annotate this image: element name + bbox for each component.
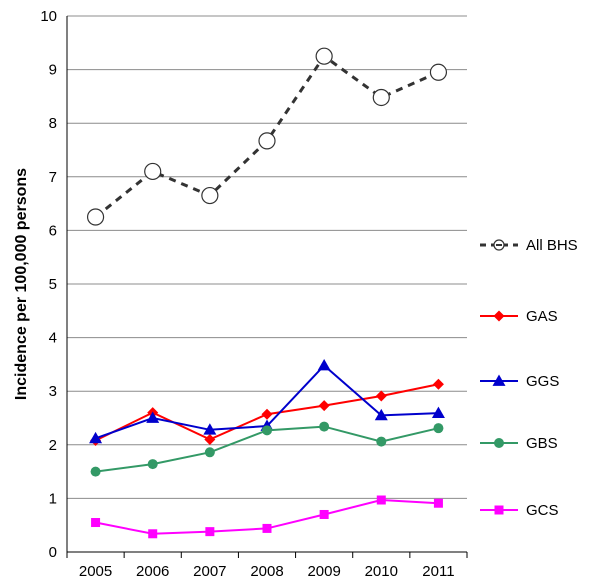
legend-item-gcs: GCS [480, 502, 559, 519]
data-point-ggs [431, 406, 445, 419]
data-point-gcs [433, 498, 443, 508]
legend-label: GGS [526, 373, 559, 390]
y-axis-title: Incidence per 100,000 persons [13, 168, 30, 400]
data-point-gbs [433, 423, 444, 434]
legend-label: GCS [526, 502, 559, 519]
data-point-gbs [376, 436, 387, 447]
series-gas [90, 378, 444, 447]
data-series [86, 47, 448, 539]
series-gbs [90, 421, 444, 477]
data-point-gcs [205, 527, 215, 537]
data-point-gas [375, 390, 387, 402]
data-point-all-bhs [144, 162, 162, 181]
legend-swatch-marker [494, 505, 504, 515]
x-tick-label: 2008 [250, 563, 283, 579]
data-point-gbs [147, 459, 158, 470]
x-tick-label: 2006 [136, 563, 169, 579]
x-tick-label: 2010 [365, 563, 398, 579]
legend-swatch-marker [494, 438, 504, 448]
axes: 0 1 2 3 4 5 6 7 8 9 10 2005 2006 2007 2008 2009 2010 2011 [40, 8, 468, 579]
y-tick-label: 8 [49, 115, 57, 132]
data-point-gbs [319, 421, 330, 432]
data-point-all-bhs [372, 88, 390, 107]
data-point-ggs [89, 431, 103, 444]
data-point-gcs [148, 529, 158, 539]
legend-swatch-marker [492, 374, 506, 386]
legend-item-all-bhs: All BHS [480, 237, 578, 254]
data-point-gbs [262, 425, 272, 436]
y-tick-label: 2 [49, 437, 57, 454]
legend-swatch-marker [493, 310, 505, 322]
y-tick-label: 7 [49, 169, 57, 186]
data-point-all-bhs [258, 132, 276, 150]
data-point-gas [261, 408, 273, 420]
data-point-gas [432, 378, 444, 390]
x-tick-label: 2009 [307, 563, 340, 579]
legend-item-gas: GAS [480, 308, 558, 325]
y-tick-label: 10 [40, 8, 57, 25]
data-point-all-bhs [315, 47, 333, 65]
data-point-ggs [374, 408, 388, 421]
data-point-ggs [203, 423, 217, 435]
y-tick-label: 1 [49, 490, 57, 507]
legend: All BHS GAS GGS GBS GCS [480, 237, 578, 519]
y-tick-label: 5 [49, 276, 57, 293]
gridlines [67, 15, 467, 499]
legend-item-ggs: GGS [480, 373, 559, 390]
y-tick-label: 4 [49, 330, 57, 347]
x-tick-label: 2005 [79, 563, 112, 579]
series-gcs [91, 495, 443, 539]
y-tick-label: 3 [49, 383, 57, 400]
legend-label: GBS [526, 435, 558, 452]
data-point-gcs [262, 523, 272, 533]
y-tick-label: 0 [49, 544, 57, 561]
x-tick-label: 2007 [193, 563, 226, 579]
data-point-gas [318, 400, 330, 412]
data-point-ggs [146, 411, 160, 423]
data-point-gcs [376, 495, 386, 505]
y-tick-label: 9 [49, 62, 57, 79]
data-point-gcs [319, 509, 329, 519]
data-point-gbs [90, 466, 101, 477]
data-point-all-bhs [86, 208, 105, 226]
series-all-bhs [86, 47, 448, 226]
data-point-gcs [91, 518, 101, 528]
x-tick-label: 2011 [422, 563, 454, 579]
legend-label: All BHS [526, 237, 578, 254]
data-point-all-bhs [429, 63, 448, 81]
legend-label: GAS [526, 308, 558, 325]
data-point-gas [204, 433, 216, 445]
y-tick-label: 6 [49, 222, 57, 239]
data-point-gbs [204, 447, 215, 458]
data-point-all-bhs [201, 186, 219, 205]
data-point-ggs [317, 358, 331, 371]
legend-item-gbs: GBS [480, 435, 558, 452]
